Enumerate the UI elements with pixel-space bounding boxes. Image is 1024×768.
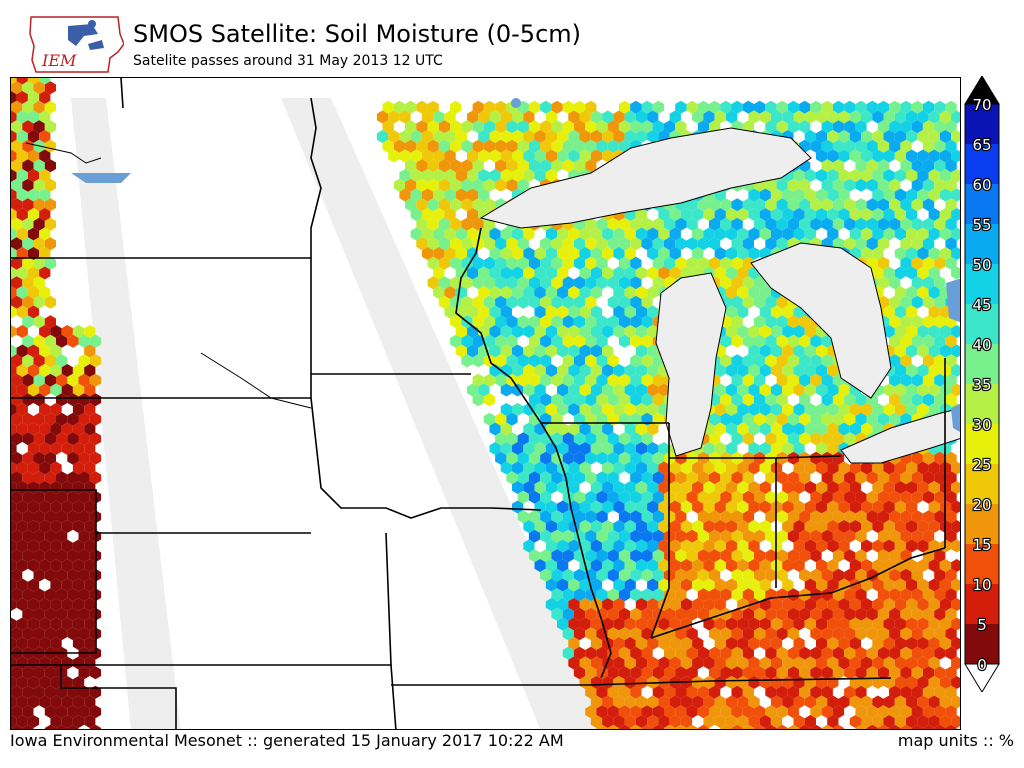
colorbar-tick-label: 65 (972, 136, 991, 154)
footer-credit: Iowa Environmental Mesonet :: generated … (10, 731, 564, 750)
colorbar-tick-label: 45 (972, 296, 991, 314)
water-outlines (71, 98, 960, 432)
page-title: SMOS Satellite: Soil Moisture (0-5cm) (133, 20, 582, 48)
rivers (25, 142, 312, 409)
colorbar-segment (965, 344, 999, 384)
colorbar-segment (965, 144, 999, 184)
colorbar-segment (965, 384, 999, 424)
map-units-label: map units :: % (897, 731, 1014, 750)
colorbar-tick-label: 25 (972, 456, 991, 474)
state-borders (11, 78, 946, 729)
colorbar-tick-label: 30 (972, 416, 991, 434)
colorbar-tick-label: 10 (972, 576, 991, 594)
colorbar-tick-label: 40 (972, 336, 991, 354)
colorbar-tick-label: 35 (972, 376, 991, 394)
colorbar-tick-label: 70 (972, 96, 991, 114)
colorbar-tick-label: 55 (972, 216, 991, 234)
colorbar-segment (965, 184, 999, 224)
colorbar-tick-label: 20 (972, 496, 991, 514)
colorbar-segment (965, 104, 999, 144)
great-lakes (479, 127, 960, 464)
colorbar-tick-label: 0 (977, 656, 987, 674)
colorbar-segment (965, 624, 999, 664)
soil-moisture-map (10, 77, 961, 730)
colorbar-segment (965, 424, 999, 464)
page-subtitle: Satelite passes around 31 May 2013 12 UT… (133, 53, 443, 69)
colorbar-segment (965, 264, 999, 304)
colorbar-segment (965, 544, 999, 584)
colorbar-segment (965, 504, 999, 544)
iem-logo: IEM (28, 14, 125, 76)
colorbar-segment (965, 584, 999, 624)
colorbar-tick-label: 60 (972, 176, 991, 194)
logo-text: IEM (41, 51, 77, 70)
colorbar-tick-label: 5 (977, 616, 987, 634)
colorbar-segment (965, 464, 999, 504)
soil-moisture-hexes (11, 78, 960, 729)
colorbar-tick-label: 15 (972, 536, 991, 554)
colorbar-segment (965, 304, 999, 344)
colorbar-tick-label: 50 (972, 256, 991, 274)
colorbar: 70 65 60 55 50 45 40 35 30 25 20 15 10 5 0 (963, 75, 1023, 693)
colorbar-segment (965, 224, 999, 264)
